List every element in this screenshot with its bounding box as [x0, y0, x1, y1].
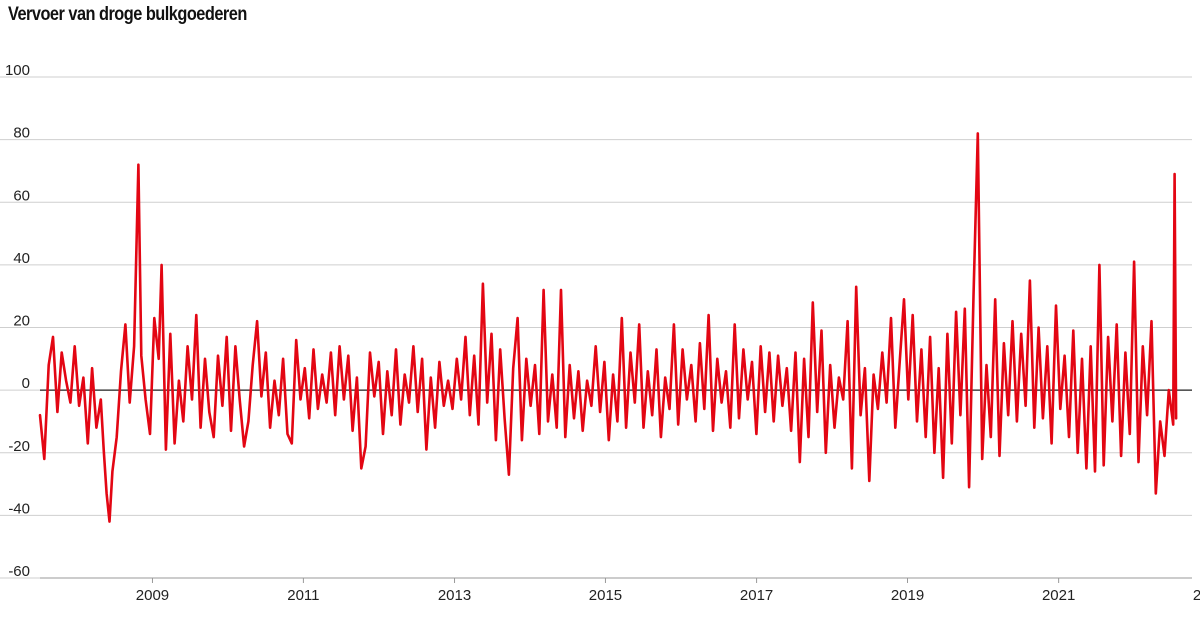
x-tick-label: 2013 — [438, 587, 471, 604]
y-tick-label: -20 — [8, 438, 30, 455]
y-tick-label: 80 — [13, 125, 30, 142]
chart-title: Vervoer van droge bulkgoederen — [8, 4, 247, 25]
x-tick-label: 2019 — [891, 587, 924, 604]
y-tick-label: -40 — [8, 500, 30, 517]
y-tick-label: 20 — [13, 313, 30, 330]
x-axis — [40, 577, 1192, 583]
x-tick-label: 2021 — [1042, 587, 1075, 604]
y-tick-label: 100 — [5, 62, 30, 79]
x-tick-label: 2017 — [740, 587, 773, 604]
y-tick-label: 60 — [13, 187, 30, 204]
y-axis-tick-labels: 100 80 60 40 20 0 -20 -40 -60 — [5, 62, 30, 580]
x-tick-label: 2023 — [1193, 587, 1200, 604]
y-tick-label: 40 — [13, 250, 30, 267]
y-tick-label: -60 — [8, 563, 30, 580]
x-tick-label: 2009 — [136, 587, 169, 604]
y-tick-label: 0 — [22, 375, 30, 392]
series-line — [38, 132, 1178, 523]
series-group — [38, 132, 1178, 523]
x-axis-tick-labels: 2009 2011 2013 2015 2017 2019 2021 2023 — [136, 587, 1200, 604]
x-tick-label: 2011 — [287, 587, 319, 604]
x-tick-label: 2015 — [589, 587, 622, 604]
